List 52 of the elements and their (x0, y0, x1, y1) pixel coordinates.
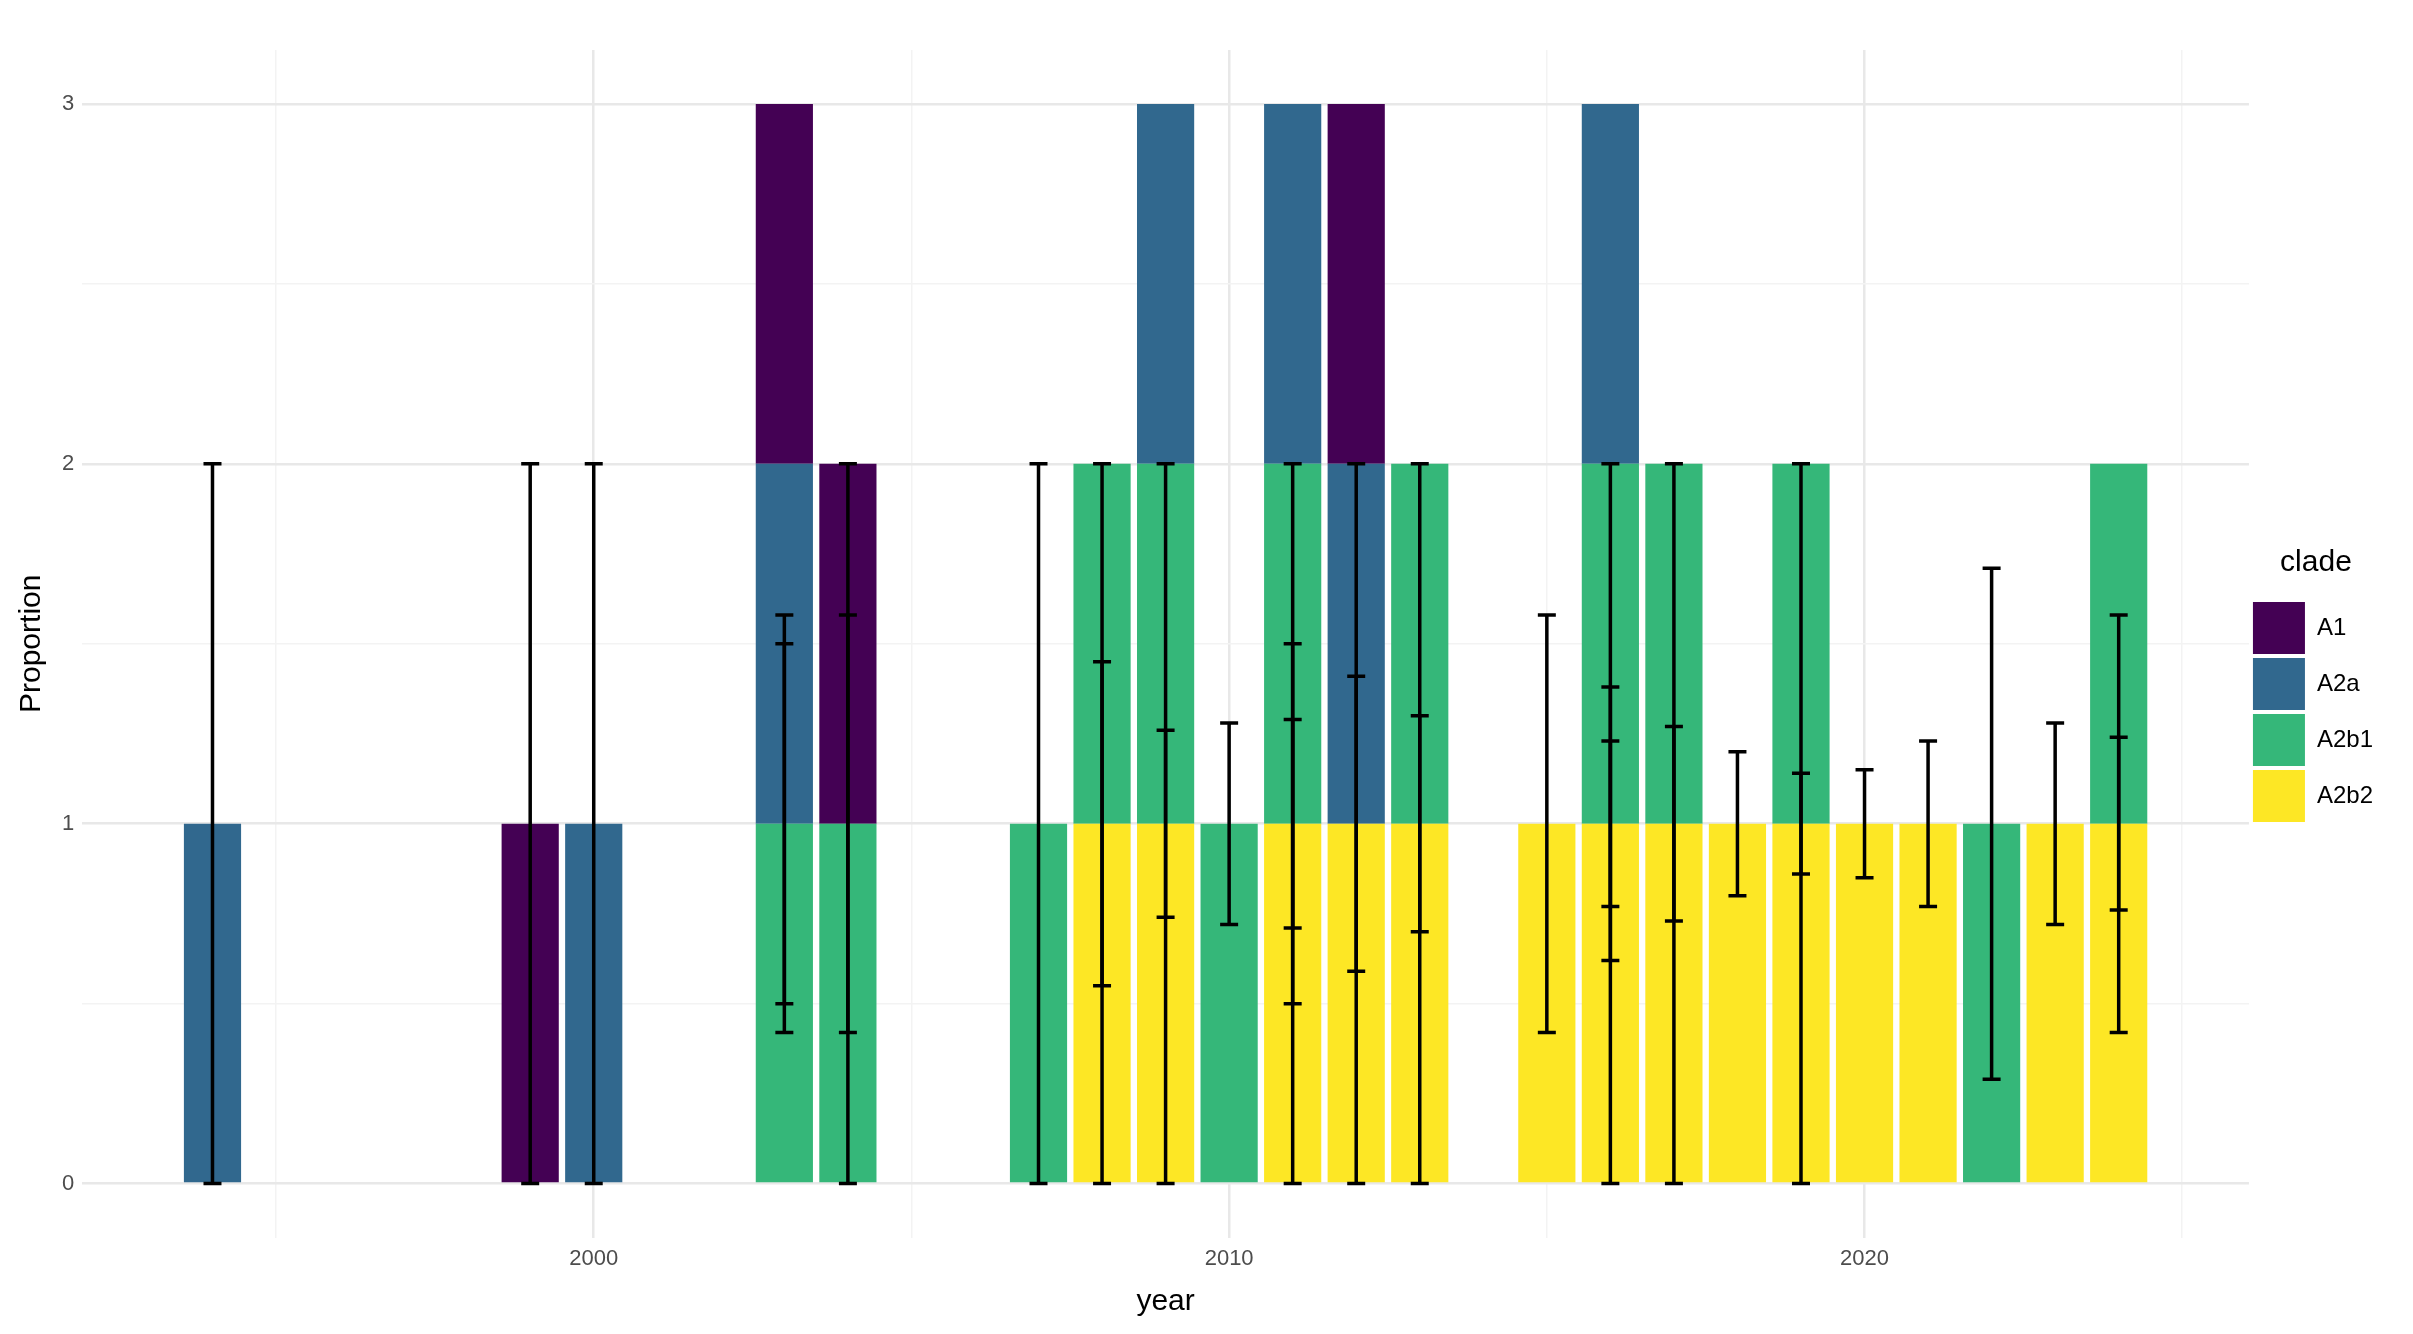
bar (1708, 823, 1767, 1183)
bar (565, 823, 623, 1183)
bar (2090, 823, 2148, 1183)
bar (1645, 463, 1703, 824)
bar (1137, 103, 1195, 464)
y-tick-label: 2 (61, 449, 75, 475)
bar (2090, 463, 2148, 824)
legend-label: A2b2 (2316, 780, 2374, 808)
bar (1581, 463, 1639, 824)
bar (1518, 823, 1576, 1183)
bar (183, 823, 242, 1183)
bar (1645, 823, 1703, 1183)
bar (1137, 823, 1195, 1183)
bar (755, 823, 813, 1183)
bar (1200, 823, 1258, 1183)
y-tick-label: 0 (61, 1169, 75, 1195)
bar (1009, 823, 1068, 1183)
bar (1772, 823, 1830, 1183)
bar (1391, 823, 1449, 1183)
bar (1327, 103, 1385, 464)
bar (501, 823, 559, 1183)
x-tick-label: 2000 (569, 1244, 619, 1270)
legend-title: clade (2280, 544, 2352, 578)
bar (1073, 463, 1131, 824)
bar (1391, 463, 1449, 824)
bar (755, 103, 813, 464)
x-tick-label: 2020 (1840, 1244, 1890, 1270)
bar (1264, 103, 1322, 464)
x-tick-label: 2010 (1204, 1244, 1254, 1270)
legend-label: A1 (2316, 612, 2347, 640)
bar (1835, 823, 1894, 1183)
bar (1963, 823, 2021, 1183)
bar (1137, 463, 1195, 824)
bar (1581, 823, 1639, 1183)
bar (1264, 823, 1322, 1183)
x-axis-title: year (1136, 1283, 1195, 1317)
bar (1899, 823, 1957, 1183)
bar (1264, 463, 1322, 824)
bar (755, 463, 813, 824)
y-tick-label: 3 (61, 90, 75, 116)
bar (1327, 463, 1385, 824)
bar (2026, 823, 2084, 1183)
bar (1772, 463, 1830, 824)
bar (819, 463, 877, 824)
bar (1327, 823, 1385, 1183)
bar (819, 823, 877, 1183)
legend-label: A2a (2316, 668, 2361, 696)
y-axis-title: Proportion (13, 574, 47, 714)
bar (1073, 823, 1131, 1183)
y-tick-label: 1 (61, 809, 75, 835)
legend-label: A2b1 (2316, 724, 2374, 752)
bar (1581, 103, 1639, 464)
